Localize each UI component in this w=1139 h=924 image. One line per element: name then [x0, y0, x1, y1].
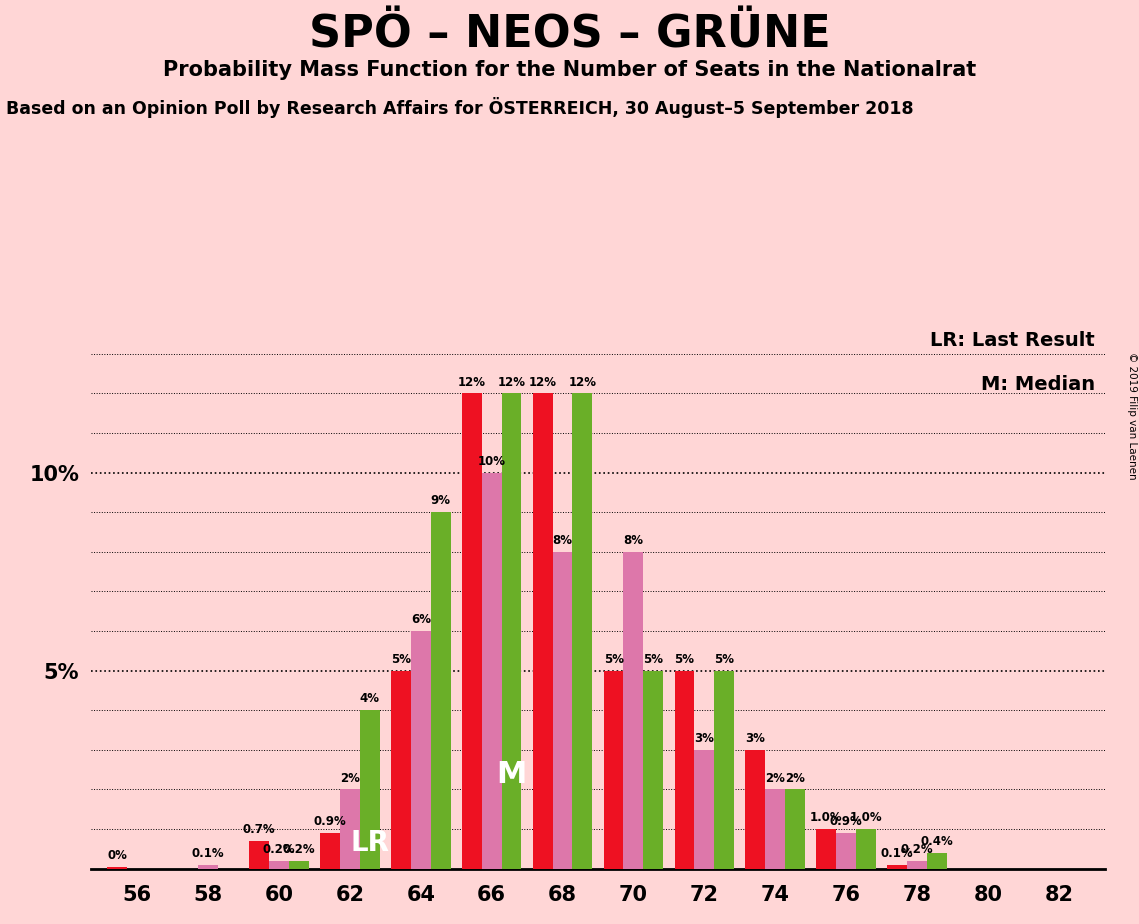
Bar	[533, 394, 552, 869]
Bar	[817, 829, 836, 869]
Bar	[836, 833, 857, 869]
Bar	[198, 865, 218, 869]
Text: 6%: 6%	[411, 614, 431, 626]
Text: 0.2%: 0.2%	[901, 843, 933, 856]
Text: 12%: 12%	[568, 376, 597, 389]
Bar	[431, 512, 451, 869]
Bar	[391, 671, 411, 869]
Text: 0.2%: 0.2%	[263, 843, 295, 856]
Text: M: Median: M: Median	[981, 375, 1095, 395]
Text: 5%: 5%	[674, 653, 695, 666]
Text: 1.0%: 1.0%	[810, 811, 843, 824]
Bar	[745, 749, 765, 869]
Bar	[462, 394, 482, 869]
Text: 0.2%: 0.2%	[282, 843, 316, 856]
Text: Probability Mass Function for the Number of Seats in the Nationalrat: Probability Mass Function for the Number…	[163, 60, 976, 80]
Text: 8%: 8%	[623, 534, 644, 547]
Text: 2%: 2%	[339, 772, 360, 784]
Bar	[623, 552, 644, 869]
Bar	[360, 711, 379, 869]
Bar	[907, 860, 927, 869]
Text: 0%: 0%	[107, 849, 128, 862]
Text: 5%: 5%	[644, 653, 663, 666]
Text: 0.9%: 0.9%	[313, 815, 346, 828]
Bar	[695, 749, 714, 869]
Bar	[107, 867, 128, 869]
Text: 5%: 5%	[391, 653, 411, 666]
Text: 12%: 12%	[498, 376, 525, 389]
Bar	[785, 789, 805, 869]
Text: LR: Last Result: LR: Last Result	[929, 331, 1095, 350]
Text: 9%: 9%	[431, 494, 451, 507]
Bar	[674, 671, 695, 869]
Text: 4%: 4%	[360, 692, 379, 705]
Text: 8%: 8%	[552, 534, 573, 547]
Bar	[604, 671, 623, 869]
Text: 5%: 5%	[604, 653, 623, 666]
Bar	[269, 860, 289, 869]
Text: 1.0%: 1.0%	[850, 811, 883, 824]
Text: 0.1%: 0.1%	[880, 847, 913, 860]
Bar	[411, 631, 431, 869]
Text: 10%: 10%	[477, 455, 506, 468]
Bar	[644, 671, 663, 869]
Bar	[320, 833, 339, 869]
Bar	[927, 853, 947, 869]
Text: 0.4%: 0.4%	[920, 835, 953, 848]
Bar	[573, 394, 592, 869]
Bar	[765, 789, 785, 869]
Text: 3%: 3%	[695, 732, 714, 745]
Text: Based on an Opinion Poll by Research Affairs for ÖSTERREICH, 30 August–5 Septemb: Based on an Opinion Poll by Research Aff…	[6, 97, 913, 118]
Text: SPÖ – NEOS – GRÜNE: SPÖ – NEOS – GRÜNE	[309, 14, 830, 57]
Text: 5%: 5%	[714, 653, 735, 666]
Bar	[249, 841, 269, 869]
Bar	[482, 472, 501, 869]
Text: 3%: 3%	[745, 732, 765, 745]
Bar	[887, 865, 907, 869]
Text: LR: LR	[350, 829, 390, 857]
Bar	[289, 860, 309, 869]
Text: 12%: 12%	[528, 376, 557, 389]
Text: 0.1%: 0.1%	[191, 847, 224, 860]
Bar	[714, 671, 734, 869]
Bar	[552, 552, 573, 869]
Bar	[501, 394, 522, 869]
Text: 2%: 2%	[765, 772, 785, 784]
Text: 12%: 12%	[458, 376, 486, 389]
Text: 2%: 2%	[785, 772, 805, 784]
Text: M: M	[497, 760, 526, 789]
Bar	[339, 789, 360, 869]
Text: 0.9%: 0.9%	[829, 815, 862, 828]
Text: © 2019 Filip van Laenen: © 2019 Filip van Laenen	[1126, 352, 1137, 480]
Bar	[857, 829, 876, 869]
Text: 0.7%: 0.7%	[243, 823, 276, 836]
